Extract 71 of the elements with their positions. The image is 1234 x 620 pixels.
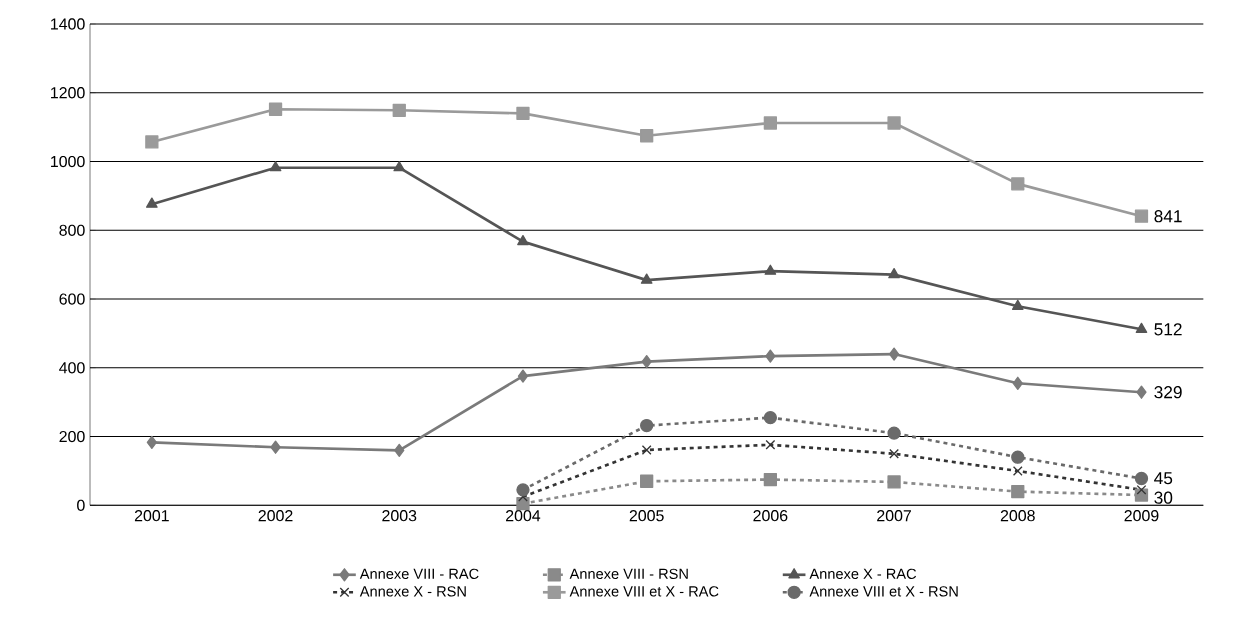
point [145, 135, 159, 149]
point [516, 106, 530, 121]
point [887, 426, 901, 440]
legend-label: Annexe VIII - RSN [569, 568, 688, 580]
point [1134, 209, 1149, 223]
point [1012, 376, 1023, 390]
x-tick-label: 2003 [382, 510, 417, 522]
point [1012, 466, 1023, 476]
data-label: 841 [1154, 210, 1182, 223]
y-tick-label: 1200 [51, 87, 85, 99]
legend-label: Annexe VIII et X - RAC [569, 586, 719, 597]
point [392, 103, 406, 117]
point [1011, 450, 1025, 464]
point [1011, 177, 1025, 191]
point [887, 475, 901, 489]
x-tick-label: 2007 [877, 510, 911, 522]
y-tick-label: 400 [59, 362, 85, 374]
point [640, 273, 653, 284]
point [1136, 484, 1147, 495]
point [765, 439, 776, 450]
point [1135, 322, 1148, 333]
point [517, 234, 529, 246]
point [146, 435, 158, 450]
data-label: 329 [1154, 386, 1182, 399]
x-tick-label: 2005 [629, 510, 664, 522]
point [887, 116, 901, 130]
point [516, 496, 530, 511]
point [269, 161, 282, 172]
point [888, 347, 900, 361]
data-label: 45 [1154, 472, 1173, 485]
data-label: 512 [1154, 323, 1182, 336]
x-tick-label: 2008 [1000, 510, 1035, 522]
x-tick-label: 2001 [134, 510, 169, 522]
point [763, 411, 778, 425]
x-tick-label: 2009 [1124, 510, 1159, 522]
point [1011, 484, 1025, 499]
y-tick-label: 600 [59, 293, 85, 305]
y-tick-label: 0 [77, 499, 85, 511]
x-tick-label: 2004 [506, 510, 541, 522]
point [640, 474, 654, 488]
point [640, 129, 654, 143]
point [270, 440, 281, 454]
legend-label: Annexe X - RAC [809, 568, 917, 580]
point [765, 349, 776, 363]
y-tick-label: 800 [59, 224, 85, 236]
point [146, 197, 158, 208]
data-label: 30 [1154, 491, 1173, 504]
point [641, 354, 652, 369]
point [764, 264, 777, 275]
legend-label: Annexe VIII - RAC [359, 568, 479, 580]
point [763, 472, 778, 487]
point [763, 116, 778, 130]
point [393, 161, 406, 172]
x-tick-label: 2002 [258, 510, 293, 522]
point [640, 418, 654, 433]
point [516, 483, 530, 497]
legend-label: Annexe X - RSN [359, 586, 466, 597]
point [641, 445, 652, 455]
y-tick-label: 200 [59, 430, 85, 443]
y-tick-label: 1400 [51, 18, 85, 30]
point [889, 448, 899, 459]
y-tick-label: 1000 [51, 155, 85, 168]
legend-label: Annexe VIII et X - RSN [809, 586, 958, 597]
point [394, 443, 405, 457]
point [1136, 385, 1147, 399]
x-tick-label: 2006 [753, 510, 788, 522]
point [268, 102, 283, 116]
point [1134, 471, 1149, 486]
point [1011, 299, 1024, 310]
point [888, 267, 900, 279]
point [517, 369, 529, 383]
